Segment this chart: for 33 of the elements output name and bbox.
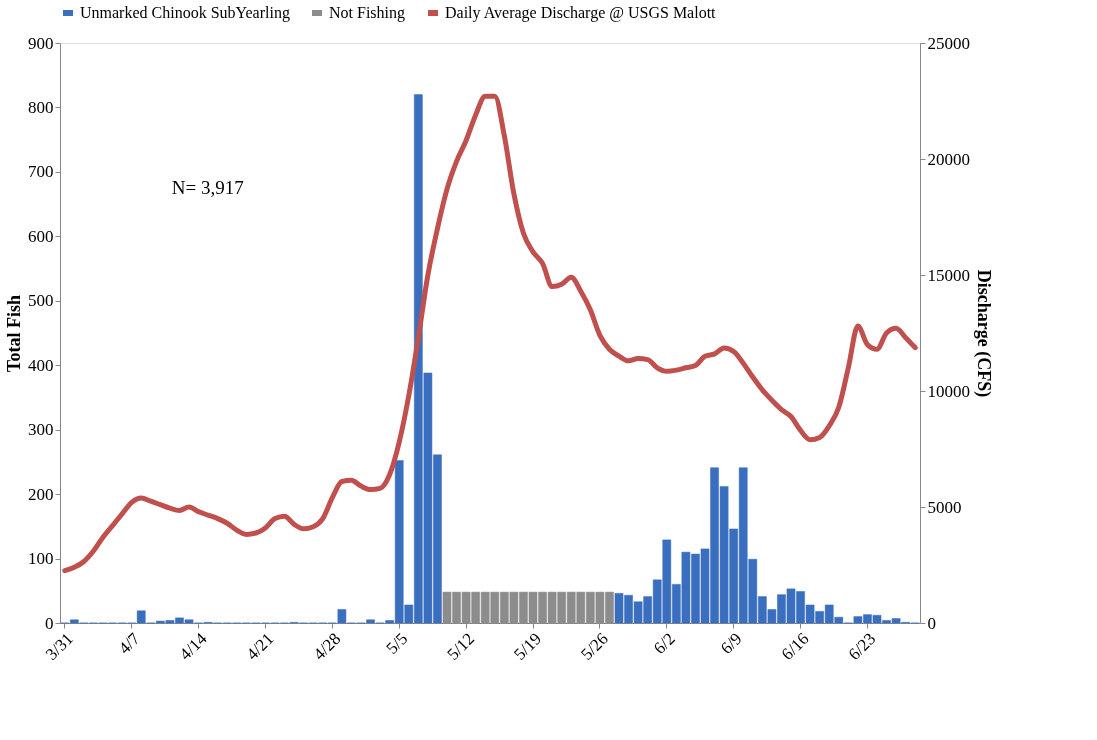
y2-axis-title: Discharge (CFS) (973, 269, 994, 398)
y2-tick-label: 20000 (927, 149, 970, 169)
y-tick-label: 800 (28, 97, 54, 117)
y-tick-label: 100 (28, 549, 54, 569)
y2-tick-label: 0 (927, 613, 936, 633)
x-tick-label: 6/9 (716, 629, 746, 658)
y-tick-label: 900 (28, 33, 54, 53)
legend-label: Unmarked Chinook SubYearling (80, 4, 290, 22)
x-tick-label: 5/26 (577, 629, 612, 664)
y-axis-title: Total Fish (4, 295, 24, 372)
x-tick-label: 4/21 (242, 629, 278, 664)
y-tick-label: 700 (28, 162, 54, 182)
legend-label: Not Fishing (329, 4, 406, 22)
y2-tick-label: 25000 (927, 33, 970, 53)
x-tick-label: 5/19 (510, 629, 546, 664)
y-tick-label: 400 (28, 355, 54, 375)
y2-tick-label: 10000 (927, 381, 970, 401)
x-tick-label: 6/16 (777, 629, 813, 664)
y-tick-label: 500 (28, 291, 54, 311)
x-tick-label: 6/23 (844, 629, 880, 664)
legend-label: Daily Average Discharge @ USGS Malott (445, 4, 717, 22)
y2-tick-label: 15000 (927, 265, 970, 285)
x-tick-label: 4/14 (175, 628, 211, 664)
x-tick-label: 4/28 (309, 629, 345, 664)
annotation: N= 3,917 (171, 177, 244, 198)
y-tick-label: 200 (28, 484, 54, 504)
x-tick-label: 5/5 (382, 629, 412, 658)
x-tick-label: 4/7 (114, 628, 145, 658)
x-tick-label: 5/12 (443, 629, 479, 664)
y2-tick-label: 5000 (927, 497, 962, 517)
y-tick-label: 600 (28, 226, 54, 246)
y-tick-label: 300 (28, 420, 54, 440)
x-tick-label: 6/2 (650, 629, 679, 658)
